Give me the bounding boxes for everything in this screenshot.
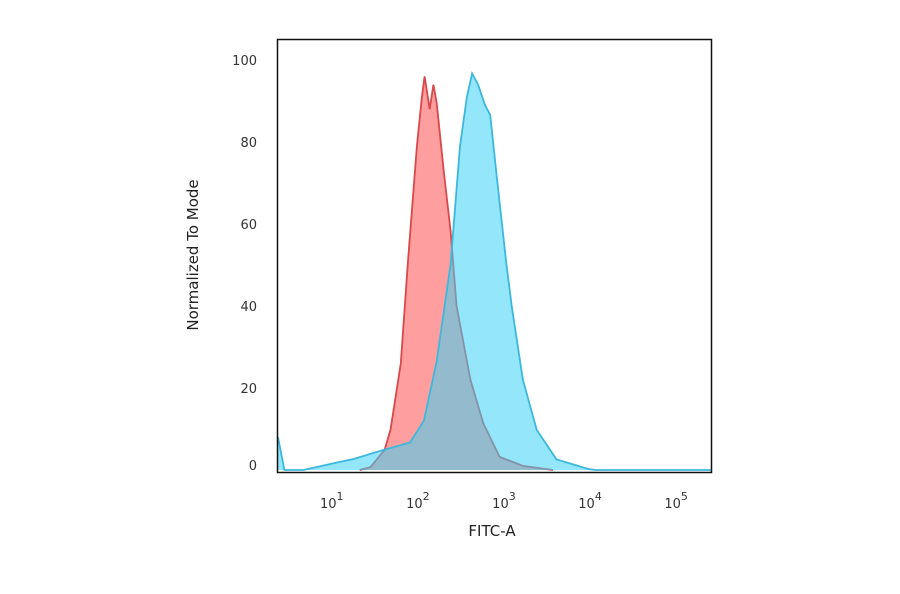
x-tick-label: 101 <box>320 490 344 512</box>
x-axis-label: FITC-A <box>468 522 516 540</box>
y-axis-label: Normalized To Mode <box>184 179 202 330</box>
series-2-line <box>277 70 711 471</box>
x-tick-label: 102 <box>406 490 430 512</box>
y-tick-label: 60 <box>240 218 257 233</box>
plot-frame <box>276 38 713 474</box>
y-tick-label: 40 <box>240 300 257 315</box>
x-tick-label: 105 <box>664 490 688 512</box>
series-2-area <box>278 73 711 470</box>
x-tick-label: 104 <box>578 490 602 512</box>
x-tick-label: 103 <box>492 490 516 512</box>
y-tick-label: 0 <box>249 459 257 474</box>
y-tick-label: 80 <box>240 136 257 151</box>
y-tick-label: 20 <box>240 382 257 397</box>
series-1-area <box>359 76 554 471</box>
y-tick-label: 100 <box>232 54 257 69</box>
